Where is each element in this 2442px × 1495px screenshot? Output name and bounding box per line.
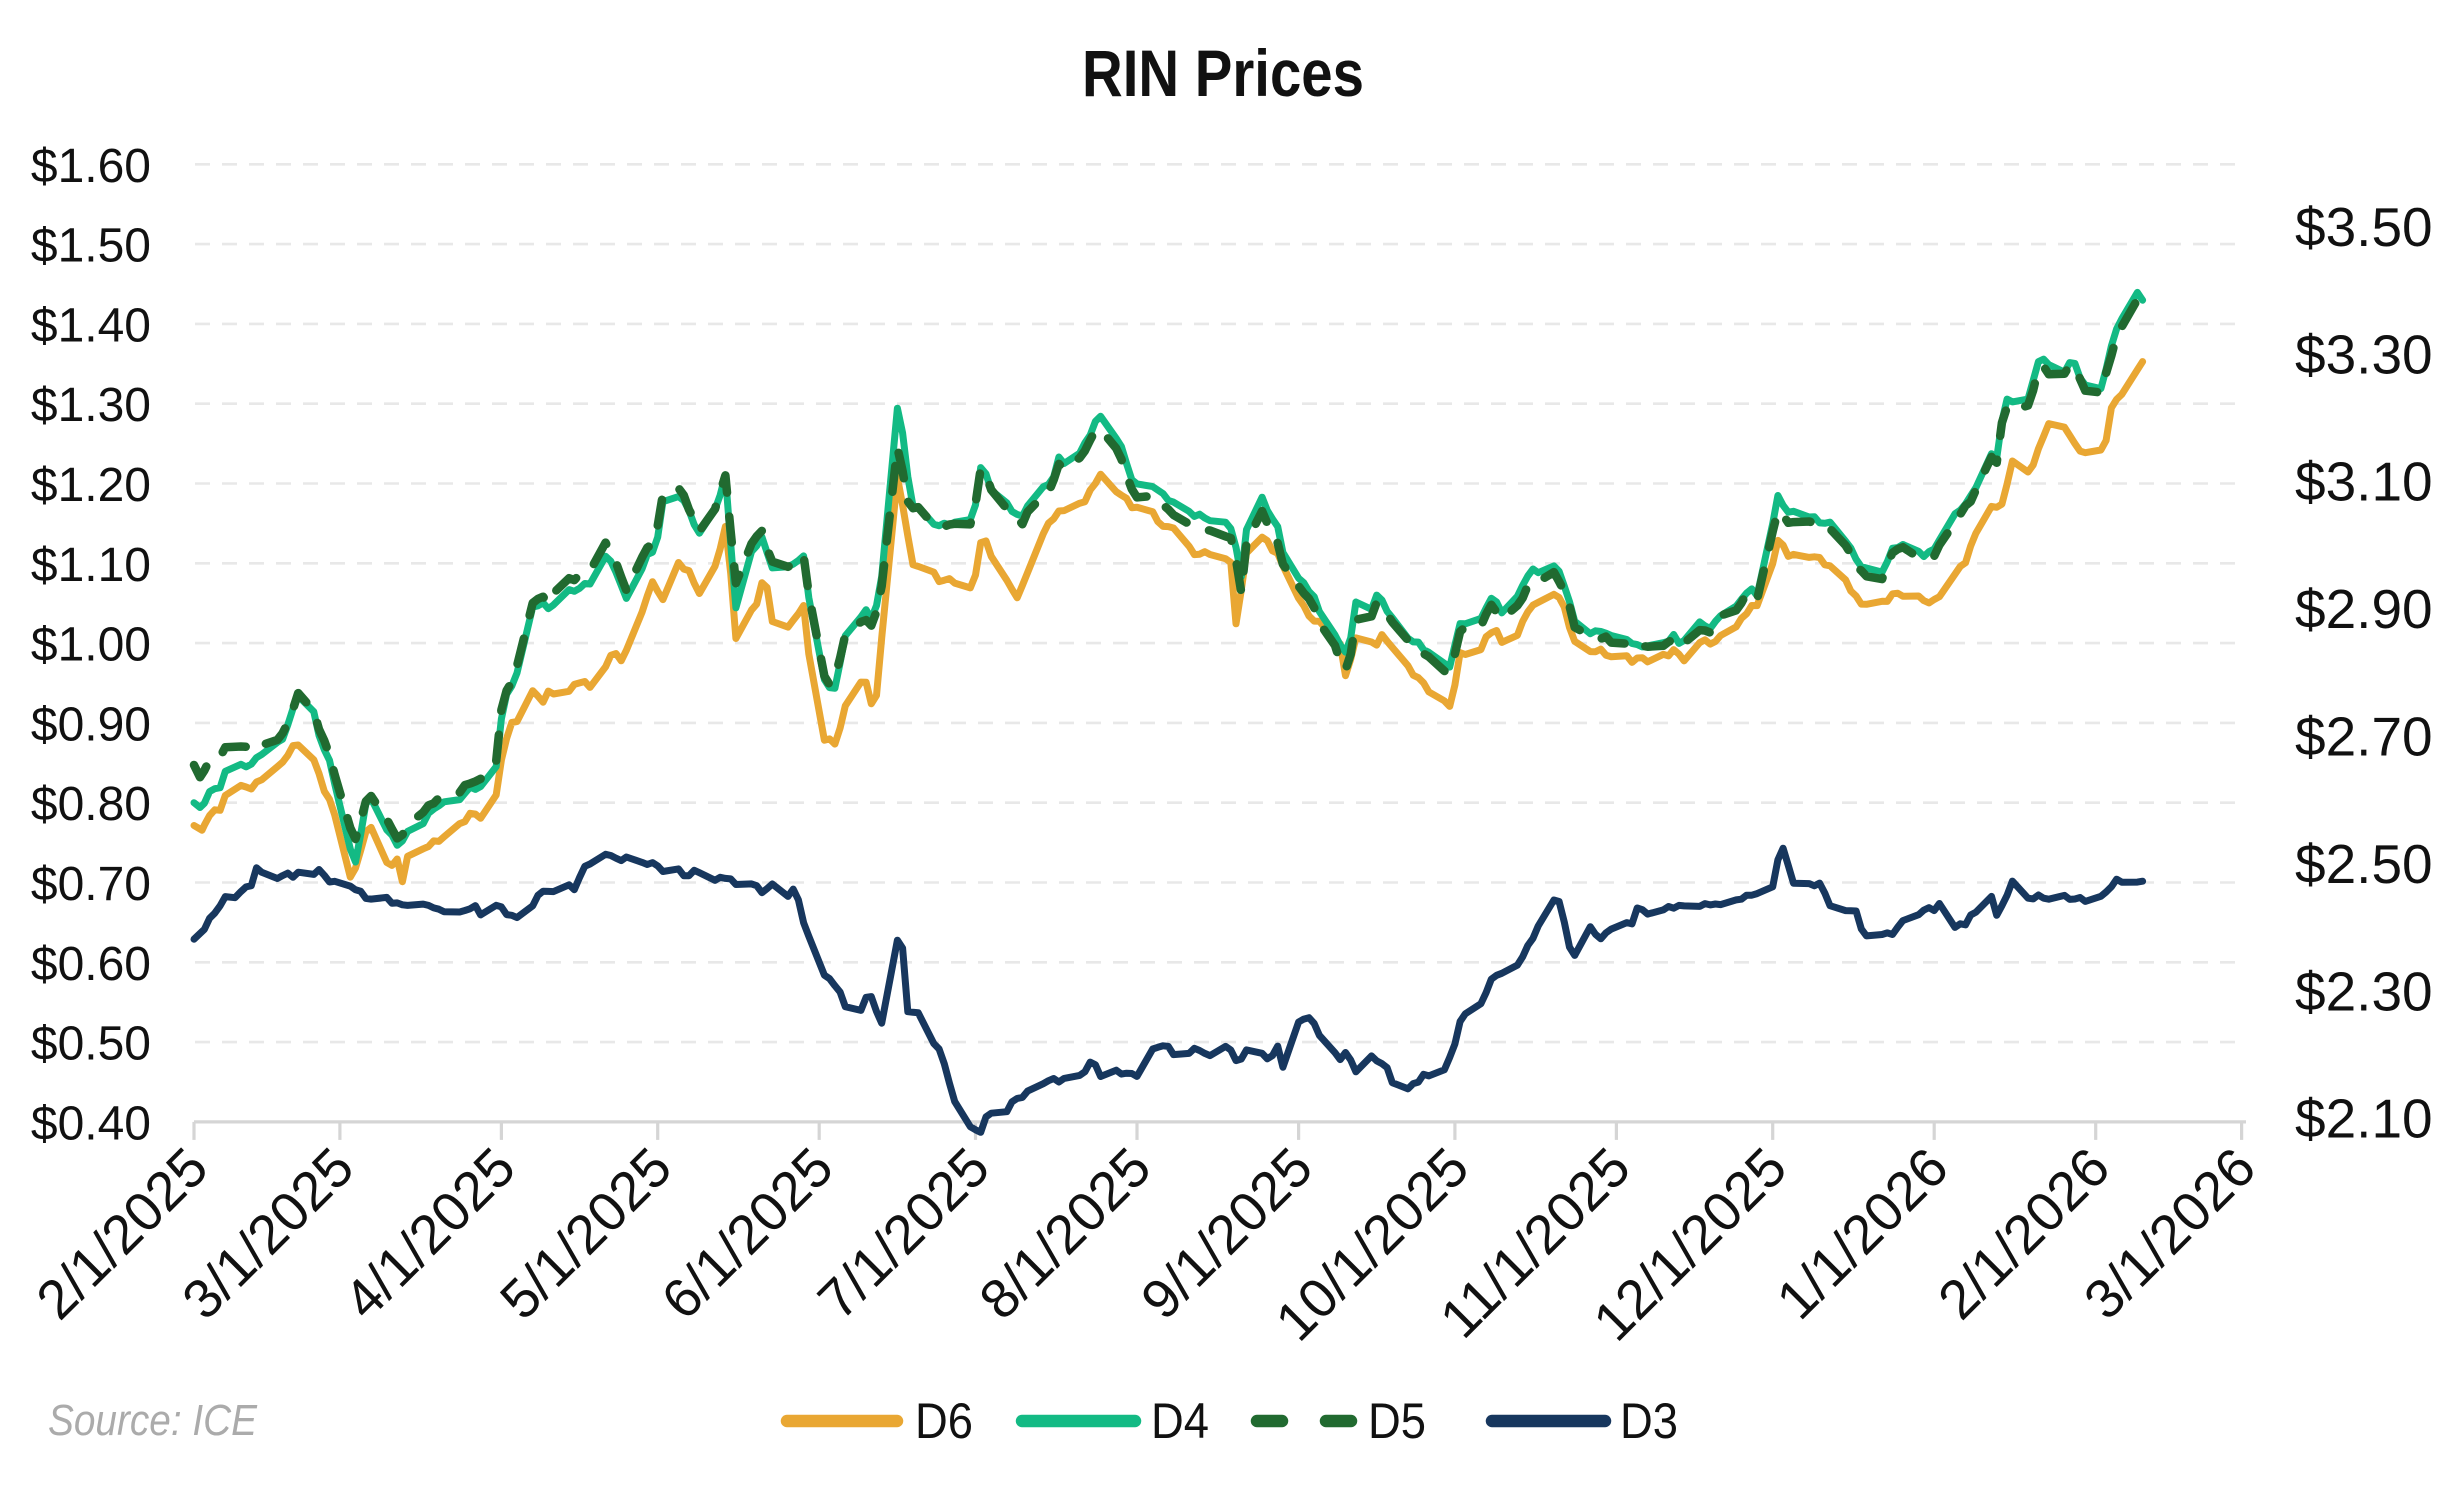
svg-text:$2.90: $2.90 — [2295, 578, 2433, 640]
svg-text:$1.00: $1.00 — [31, 619, 151, 672]
svg-text:RIN Prices: RIN Prices — [1082, 36, 1364, 110]
svg-text:$1.60: $1.60 — [31, 140, 151, 193]
svg-text:$0.90: $0.90 — [31, 698, 151, 751]
svg-text:$1.20: $1.20 — [31, 459, 151, 512]
svg-text:$1.50: $1.50 — [31, 220, 151, 273]
svg-text:$1.40: $1.40 — [31, 299, 151, 352]
svg-text:$0.80: $0.80 — [31, 778, 151, 831]
svg-text:$0.50: $0.50 — [31, 1018, 151, 1071]
svg-text:$3.50: $3.50 — [2295, 196, 2433, 258]
svg-text:$2.70: $2.70 — [2295, 706, 2433, 768]
svg-text:$3.30: $3.30 — [2295, 323, 2433, 385]
svg-text:D6: D6 — [915, 1393, 973, 1449]
svg-text:Source: ICE: Source: ICE — [48, 1396, 258, 1445]
svg-text:$1.10: $1.10 — [31, 539, 151, 592]
svg-text:$3.10: $3.10 — [2295, 451, 2433, 513]
svg-text:$0.60: $0.60 — [31, 938, 151, 991]
svg-text:D3: D3 — [1620, 1393, 1678, 1449]
svg-text:D5: D5 — [1368, 1393, 1426, 1449]
svg-text:$2.30: $2.30 — [2295, 960, 2433, 1022]
svg-text:$2.10: $2.10 — [2295, 1088, 2433, 1150]
svg-text:$1.30: $1.30 — [31, 379, 151, 432]
svg-text:$2.50: $2.50 — [2295, 833, 2433, 895]
svg-text:D4: D4 — [1151, 1393, 1209, 1449]
svg-text:$0.70: $0.70 — [31, 858, 151, 911]
svg-text:$0.40: $0.40 — [31, 1097, 151, 1150]
